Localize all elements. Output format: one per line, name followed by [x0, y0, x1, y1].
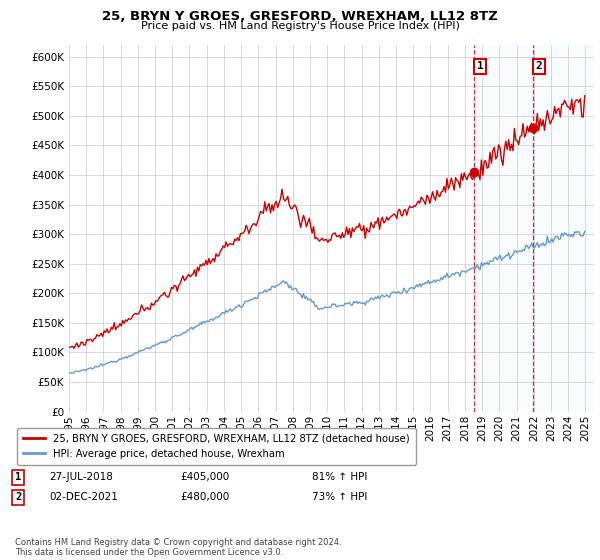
- Text: 81% ↑ HPI: 81% ↑ HPI: [312, 472, 367, 482]
- Text: 27-JUL-2018: 27-JUL-2018: [49, 472, 113, 482]
- Text: 1: 1: [15, 472, 21, 482]
- Text: £405,000: £405,000: [180, 472, 229, 482]
- Text: 73% ↑ HPI: 73% ↑ HPI: [312, 492, 367, 502]
- Bar: [474, 45, 533, 412]
- Legend: 25, BRYN Y GROES, GRESFORD, WREXHAM, LL12 8TZ (detached house), HPI: Average pri: 25, BRYN Y GROES, GRESFORD, WREXHAM, LL1…: [17, 428, 416, 465]
- Text: 02-DEC-2021: 02-DEC-2021: [49, 492, 118, 502]
- Text: 2: 2: [536, 61, 542, 71]
- Bar: [533, 45, 594, 412]
- Text: 25, BRYN Y GROES, GRESFORD, WREXHAM, LL12 8TZ: 25, BRYN Y GROES, GRESFORD, WREXHAM, LL1…: [102, 10, 498, 23]
- Text: 1: 1: [477, 61, 484, 71]
- Text: 2: 2: [15, 492, 21, 502]
- Text: £480,000: £480,000: [180, 492, 229, 502]
- Text: Contains HM Land Registry data © Crown copyright and database right 2024.
This d: Contains HM Land Registry data © Crown c…: [15, 538, 341, 557]
- Text: Price paid vs. HM Land Registry's House Price Index (HPI): Price paid vs. HM Land Registry's House …: [140, 21, 460, 31]
